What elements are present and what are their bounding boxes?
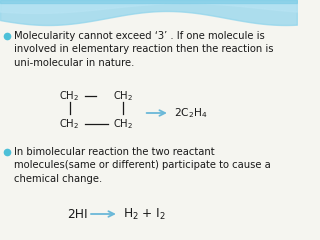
Text: Molecularity cannot exceed ‘3’ . If one molecule is: Molecularity cannot exceed ‘3’ . If one … xyxy=(14,31,265,41)
Text: chemical change.: chemical change. xyxy=(14,174,102,184)
Text: H$_2$ + I$_2$: H$_2$ + I$_2$ xyxy=(124,206,166,222)
Text: CH$_2$: CH$_2$ xyxy=(60,117,80,131)
Text: 2C$_2$H$_4$: 2C$_2$H$_4$ xyxy=(174,106,208,120)
Text: involved in elementary reaction then the reaction is: involved in elementary reaction then the… xyxy=(14,44,273,54)
Text: CH$_2$: CH$_2$ xyxy=(113,89,133,103)
Text: 2HI: 2HI xyxy=(67,208,87,221)
Text: molecules(same or different) participate to cause a: molecules(same or different) participate… xyxy=(14,161,271,170)
Text: CH$_2$: CH$_2$ xyxy=(60,89,80,103)
Text: uni-molecular in nature.: uni-molecular in nature. xyxy=(14,58,134,68)
Text: CH$_2$: CH$_2$ xyxy=(113,117,133,131)
Text: In bimolecular reaction the two reactant: In bimolecular reaction the two reactant xyxy=(14,147,214,157)
